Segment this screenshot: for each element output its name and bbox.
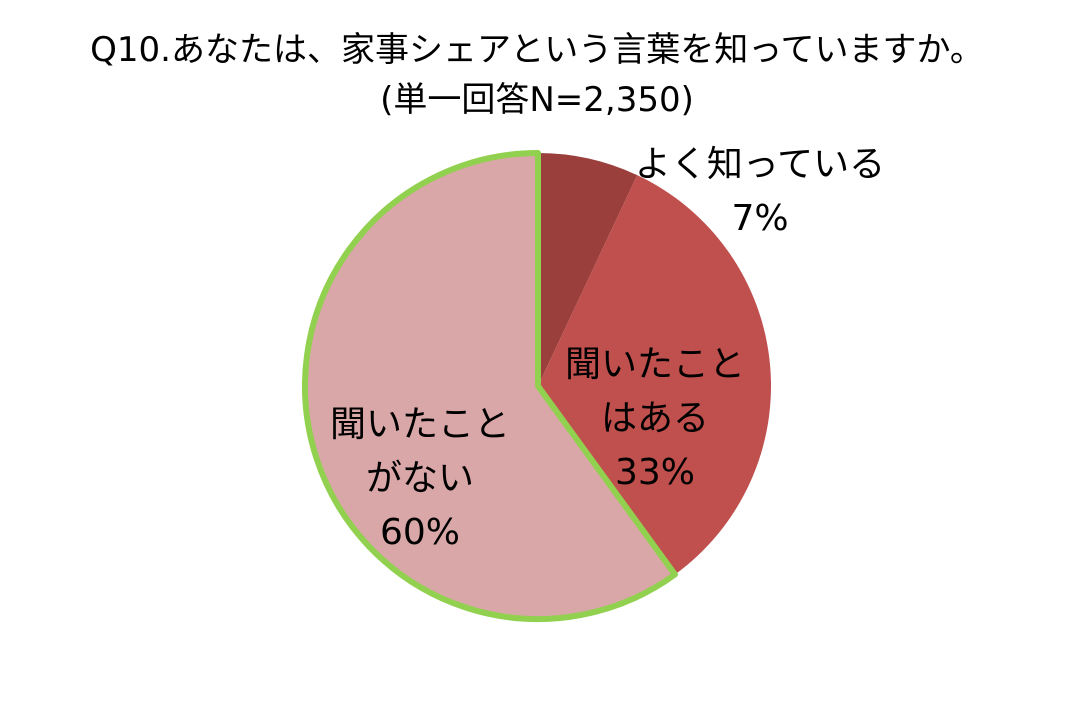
slice-label: 聞いたことはある 33% bbox=[560, 338, 750, 500]
pie-slice bbox=[538, 153, 638, 386]
category-label: よく知っている bbox=[634, 144, 886, 185]
value-label: 60% bbox=[379, 512, 460, 553]
slice-label: 聞いたことがない 60% bbox=[325, 398, 515, 560]
value-label: 7% bbox=[731, 198, 789, 239]
category-label: 聞いたことはある bbox=[564, 344, 745, 439]
chart-title: Q10.あなたは、家事シェアという言葉を知っていますか。 bbox=[90, 30, 984, 70]
pie-slice bbox=[302, 150, 678, 622]
category-label: 聞いたことがない bbox=[329, 404, 510, 499]
chart-subtitle: (単一回答N=2,350) bbox=[380, 80, 694, 120]
slice-label: よく知っている 7% bbox=[620, 138, 900, 246]
value-label: 33% bbox=[614, 452, 695, 493]
pie-slice bbox=[538, 175, 772, 575]
